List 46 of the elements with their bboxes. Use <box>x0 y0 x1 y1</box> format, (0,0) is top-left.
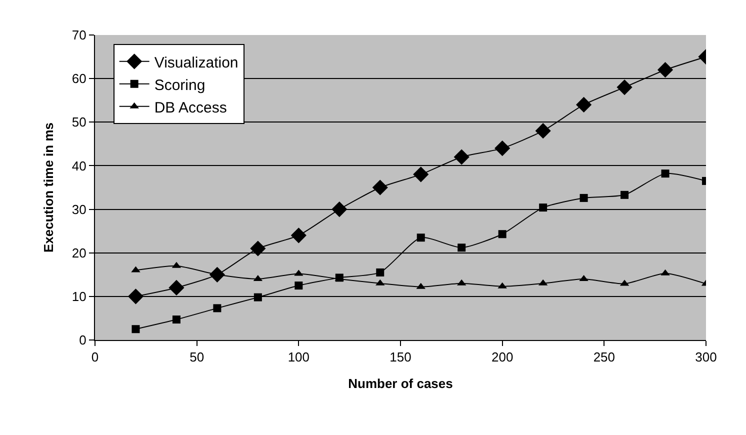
point <box>576 96 592 113</box>
point <box>458 244 466 252</box>
point <box>616 79 632 96</box>
point <box>132 325 140 334</box>
point <box>254 293 262 302</box>
point <box>168 280 184 296</box>
x-tick-label: 300 <box>695 350 717 365</box>
point <box>413 166 429 182</box>
point <box>213 304 222 312</box>
y-tick-label: 20 <box>72 245 86 260</box>
point <box>535 123 551 139</box>
x-tick-label: 250 <box>593 350 616 365</box>
y-tick-label: 60 <box>72 71 86 86</box>
y-tick-label: 10 <box>72 288 86 304</box>
point <box>661 170 670 178</box>
point <box>128 288 144 304</box>
point <box>498 230 506 238</box>
legend-label: Visualization <box>154 54 238 72</box>
point <box>620 190 629 199</box>
y-tick-label: 30 <box>72 202 86 217</box>
point <box>494 140 510 156</box>
y-tick-label: 70 <box>72 28 86 43</box>
point <box>416 234 425 242</box>
x-axis-title: Number of cases <box>348 376 453 392</box>
x-tick-label: 200 <box>491 350 514 365</box>
y-axis-title: Execution time in ms <box>40 122 56 253</box>
legend-label: Scoring <box>154 76 206 94</box>
point <box>372 180 388 196</box>
x-tick-label: 0 <box>91 350 99 365</box>
point <box>290 228 306 244</box>
point <box>294 282 303 290</box>
point <box>332 201 348 218</box>
x-tick-label: 150 <box>390 350 412 365</box>
y-tick-label: 0 <box>79 332 86 348</box>
legend-label: DB Access <box>154 99 227 116</box>
point <box>250 240 266 256</box>
point <box>454 149 470 165</box>
point <box>580 194 588 202</box>
y-tick-label: 40 <box>72 158 86 174</box>
point <box>172 316 180 324</box>
point <box>657 62 674 78</box>
x-tick-label: 50 <box>190 350 204 365</box>
point <box>539 204 548 212</box>
point <box>376 268 384 276</box>
x-tick-label: 100 <box>288 350 310 365</box>
y-tick-label: 50 <box>72 114 86 130</box>
